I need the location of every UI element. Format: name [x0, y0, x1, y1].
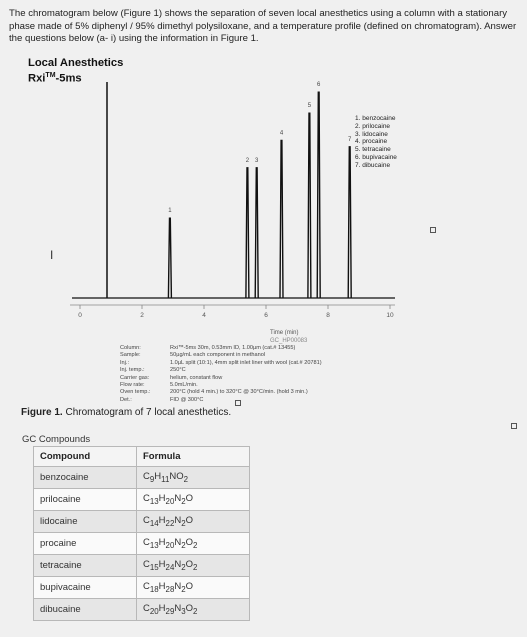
legend-entry: 3. lidocaine [355, 130, 388, 138]
legend-entry: 1. benzocaine [355, 115, 396, 122]
x-axis-code: GC_HP00083 [270, 338, 308, 344]
peak-1 [167, 217, 173, 299]
compound-name: benzocaine [33, 466, 137, 489]
compound-name: dibucaine [33, 598, 137, 621]
peak-3 [254, 167, 259, 299]
peak-label-4: 4 [280, 131, 284, 137]
condition-value: 200°C (hold 4 min.) to 320°C @ 30°C/min.… [170, 389, 308, 396]
peak-4 [279, 139, 284, 299]
intro-text: The chromatogram below (Figure 1) shows … [9, 8, 517, 44]
condition-value: 5.0mL/min. [170, 382, 198, 388]
condition-key: Carrier gas: [120, 374, 150, 381]
condition-key: Column: [120, 345, 141, 351]
legend-entry: 7. dibucaine [355, 161, 391, 169]
condition-value: helium, constant flow [170, 374, 223, 381]
handle-square-icon [430, 227, 436, 233]
x-axis: 0 2 4 6 8 10 [70, 304, 395, 319]
condition-key: Inj.: [120, 359, 130, 366]
chart-title: Local Anesthetics [28, 57, 124, 69]
table-row: procaine C13H20N2O2 [33, 532, 250, 555]
x-tick-label: 0 [78, 312, 82, 319]
condition-key: Det.: [120, 396, 132, 403]
table-row: benzocaine C9H11NO2 [33, 466, 250, 489]
x-tick-label: 10 [386, 312, 394, 319]
compound-formula: C13H20N2O2 [136, 532, 250, 555]
handle-square-icon [235, 400, 241, 406]
condition-value: 1.0µL split (10:1), 4mm split inlet line… [170, 359, 322, 366]
legend-entry: 4. procaine [355, 138, 388, 146]
x-axis-title: Time (min) [270, 330, 299, 336]
condition-key: Oven temp.: [120, 389, 151, 396]
peak-7 [347, 146, 352, 299]
condition-key: Inj. temp.: [120, 367, 145, 374]
peak-label-2: 2 [246, 158, 250, 164]
condition-value: 50µg/mL each component in methanol [170, 352, 266, 359]
figure-caption-text: Chromatogram of 7 local anesthetics. [62, 407, 232, 418]
figure-caption-label: Figure 1. [21, 407, 63, 418]
x-tick-label: 4 [202, 312, 206, 319]
peak-label-5: 5 [308, 103, 312, 109]
compound-formula: C9H11NO2 [136, 466, 250, 489]
table-row: tetracaine C15H24N2O2 [33, 554, 250, 577]
header-formula: Formula [136, 446, 250, 467]
table-row: dibucaine C20H29N3O2 [33, 598, 250, 621]
header-compound: Compound [33, 446, 137, 467]
text-cursor-icon: I [50, 248, 54, 262]
x-tick-label: 8 [326, 312, 330, 319]
compound-formula: C15H24N2O2 [136, 554, 250, 577]
peak-label-6: 6 [317, 82, 321, 88]
compound-name: procaine [33, 532, 137, 555]
peak-label-1: 1 [168, 208, 172, 214]
peak-label-3: 3 [255, 158, 259, 164]
compound-name: prilocaine [33, 488, 137, 511]
peak-5 [307, 112, 312, 299]
compound-name: bupivacaine [33, 576, 137, 599]
legend-entry: 5. tetracaine [355, 146, 391, 154]
condition-key: Sample: [120, 352, 141, 359]
condition-value: 250°C [170, 367, 186, 374]
peak-6 [316, 91, 321, 299]
gc-compounds-label: GC Compounds [22, 434, 91, 445]
legend-entry: 2. prilocaine [355, 122, 391, 130]
x-tick-label: 6 [264, 312, 268, 319]
condition-key: Flow rate: [120, 382, 145, 388]
compound-formula: C13H20N2O [136, 488, 250, 511]
compound-formula: C20H29N3O2 [136, 598, 250, 621]
figure-caption: Figure 1. Chromatogram of 7 local anesth… [21, 407, 231, 418]
subtitle-main: Rxi [28, 72, 46, 85]
peak-2 [245, 167, 250, 299]
chart-legend: 1. benzocaine 2. prilocaine 3. lidocaine 4.… [355, 115, 397, 170]
table-row: prilocaine C13H20N2O [33, 488, 250, 511]
condition-value: Rxi™-5ms 30m, 0.53mm ID, 1.00µm (cat.# 1… [170, 345, 296, 351]
table-row: lidocaine C14H22N2O [33, 510, 250, 533]
table-header-row: Compound Formula [33, 446, 250, 467]
subtitle-tm: TM [45, 72, 56, 79]
compound-name: lidocaine [33, 510, 137, 533]
compound-formula: C14H22N2O [136, 510, 250, 533]
x-tick-label: 2 [140, 312, 144, 319]
peak-label-7: 7 [348, 137, 352, 143]
handle-square-icon [511, 423, 517, 429]
chart-subtitle: RxiTM-5ms [28, 72, 82, 85]
condition-value: FID @ 300°C [170, 396, 204, 403]
legend-entry: 6. bupivacaine [355, 153, 397, 161]
compounds-table: Compound Formula benzocaine C9H11NO2 prilo… [33, 446, 250, 621]
subtitle-rest: -5ms [55, 72, 82, 85]
table-row: bupivacaine C18H28N2O [33, 576, 250, 599]
compound-formula: C18H28N2O [136, 576, 250, 599]
compound-name: tetracaine [33, 554, 137, 577]
